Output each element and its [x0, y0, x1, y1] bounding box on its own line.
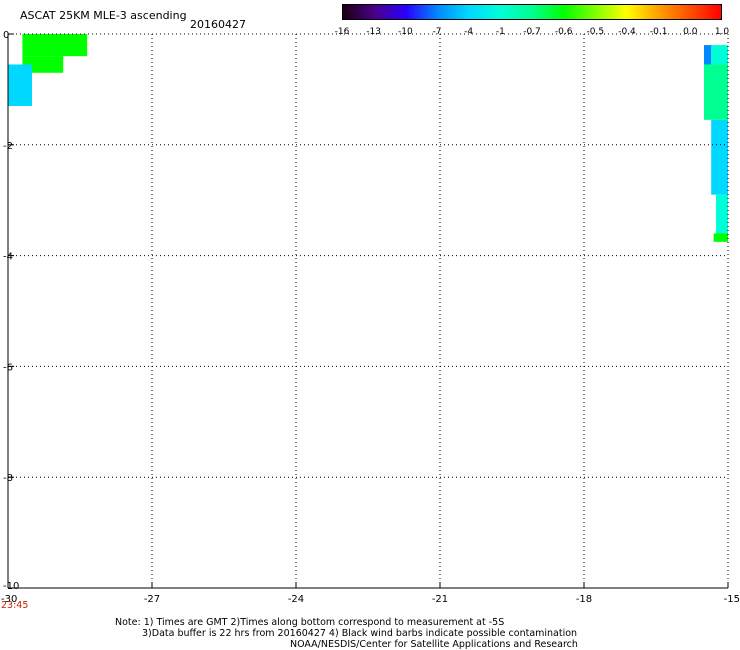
swath-cell: [22, 56, 64, 73]
colorbar-label: -7: [432, 27, 442, 37]
colorbar-label: -16: [334, 27, 350, 37]
time-label: 23:45: [1, 600, 29, 611]
colorbar: [342, 4, 722, 20]
x-tick-label: -15: [724, 594, 740, 605]
y-tick-label: -8: [3, 473, 13, 484]
swath-cell: [22, 34, 88, 57]
note-line-1: Note: 1) Times are GMT 2)Times along bot…: [115, 617, 505, 628]
colorbar-label: -1: [495, 27, 505, 37]
swath-cell: [711, 119, 728, 195]
x-tick-label: -18: [576, 594, 592, 605]
colorbar-label: -4: [464, 27, 474, 37]
colorbar-label: -0.6: [554, 27, 573, 37]
colorbar-label: 0.0: [683, 27, 698, 37]
x-tick-label: -30: [1, 594, 17, 605]
y-tick-label: 0: [3, 30, 9, 41]
colorbar-label: -10: [397, 27, 413, 37]
x-tick-label: -24: [288, 594, 304, 605]
y-tick-label: -4: [3, 252, 13, 263]
y-tick-label: -6: [3, 362, 13, 373]
colorbar-label: -0.5: [586, 27, 605, 37]
chart-title: ASCAT 25KM MLE-3 ascending: [20, 9, 187, 22]
y-tick-label: -2: [3, 141, 13, 152]
x-tick-label: -21: [432, 594, 448, 605]
note-line-2: 3)Data buffer is 22 hrs from 20160427 4)…: [142, 628, 578, 639]
colorbar-label: 1.0: [714, 27, 730, 37]
colorbar-label: -13: [366, 27, 382, 37]
colorbar-label: -0.4: [618, 27, 636, 37]
swath-cell: [8, 64, 32, 107]
swath-cell: [713, 233, 728, 242]
swath-cell: [711, 45, 728, 65]
colorbar-label: -0.1: [649, 27, 668, 37]
note-line-3: NOAA/NESDIS/Center for Satellite Applica…: [290, 639, 578, 650]
y-tick-label: -10: [3, 581, 19, 592]
swath-cell: [716, 194, 728, 242]
swath-cell: [704, 45, 712, 65]
swath-cell: [704, 64, 728, 120]
colorbar-label: -0.7: [523, 27, 541, 37]
colorbar-labels: -16 -13 -10 -7 -4 -1 -0.7 -0.6 -0.5 -0.4 -0.1 0.0 1.…: [330, 27, 740, 39]
chart-date: 20160427: [190, 18, 246, 31]
x-tick-label: -27: [144, 594, 160, 605]
